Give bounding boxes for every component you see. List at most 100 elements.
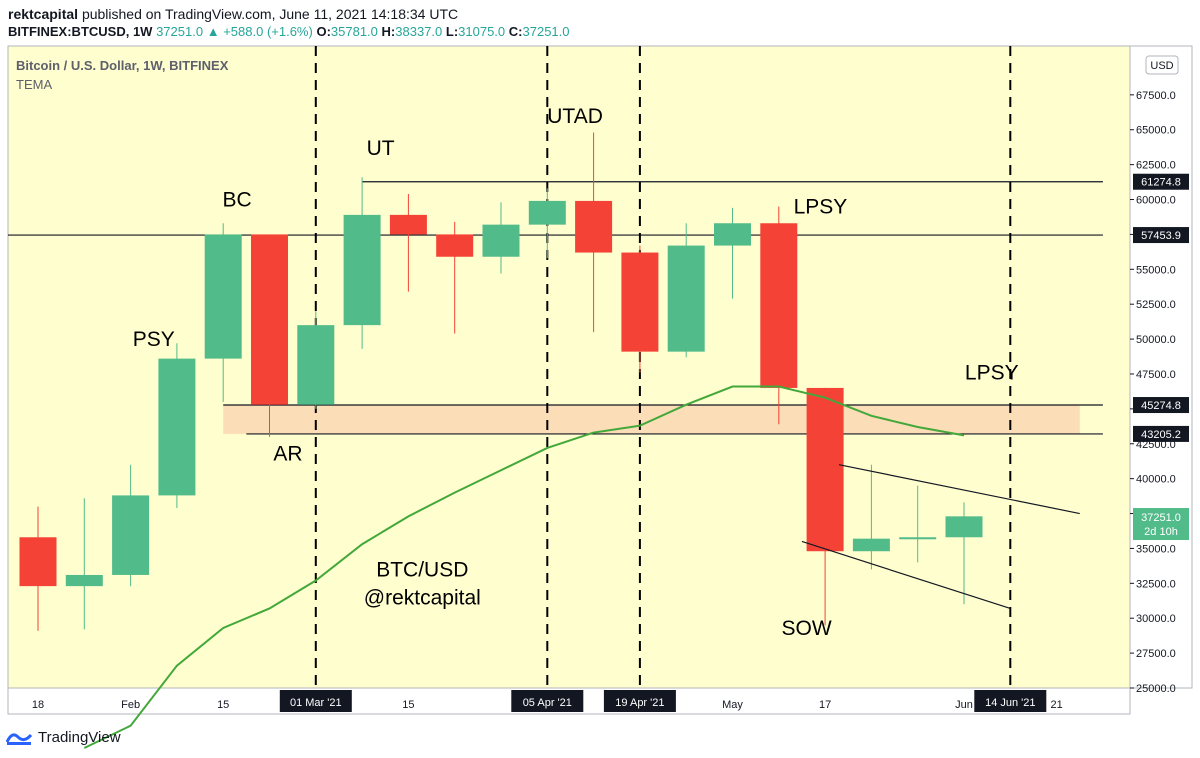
annotation-label-9: @rektcapital: [364, 586, 481, 609]
level-price-label-1: 57453.9: [1141, 230, 1181, 242]
ohlc-bar: BITFINEX:BTCUSD, 1W 37251.0 ▲ +588.0 (+1…: [8, 24, 570, 39]
candle-body-8: [389, 214, 427, 235]
y-tick-label-4: 35000.0: [1136, 543, 1176, 555]
x-tick-label-7: 21: [1050, 699, 1062, 711]
level-price-label-3: 43205.2: [1141, 429, 1181, 441]
tradingview-brand[interactable]: TradingView: [38, 728, 121, 746]
indicator-label: TEMA: [16, 77, 52, 92]
candle-body-5: [251, 234, 288, 405]
candle-body-15: [714, 223, 751, 246]
x-highlight-tag-2: [603, 690, 676, 712]
candle-body-13: [621, 252, 659, 352]
x-highlight-tag-3: [974, 690, 1047, 712]
last-price: 37251.0: [156, 24, 204, 39]
y-tick-label-1: 27500.0: [1136, 648, 1176, 660]
x-tick-label-1: Feb: [121, 699, 140, 711]
x-highlight-label-3: 14 Jun '21: [985, 697, 1035, 709]
candle-body-9: [436, 234, 474, 257]
candle-body-1: [65, 574, 103, 587]
high-value: 38337.0: [395, 24, 443, 39]
candle-body-14: [667, 245, 705, 352]
annotation-label-2: UT: [367, 137, 395, 160]
candle-body-3: [158, 358, 196, 496]
annotation-label-4: LPSY: [794, 195, 848, 218]
x-tick-label-5: 17: [819, 699, 831, 711]
x-tick-label-0: 18: [32, 699, 44, 711]
candle-body-7: [343, 214, 381, 326]
close-label: C:: [508, 24, 523, 39]
y-tick-label-12: 55000.0: [1136, 264, 1176, 276]
candle-body-6: [297, 325, 335, 405]
publisher-name[interactable]: rektcapital: [8, 6, 79, 22]
candle-body-16: [760, 223, 798, 388]
y-tick-label-15: 62500.0: [1136, 160, 1176, 172]
annotation-label-5: LPSY: [965, 362, 1019, 385]
annotation-label-7: SOW: [781, 617, 831, 640]
x-highlight-label-2: 19 Apr '21: [615, 697, 664, 709]
level-price-label-0: 61274.8: [1141, 177, 1181, 189]
tema-line: [83, 385, 965, 749]
annotation-label-3: UTAD: [547, 105, 603, 128]
last-price-tag: [1133, 508, 1189, 541]
level-price-tag-0: [1133, 173, 1189, 190]
x-highlight-label-0: 01 Mar '21: [290, 697, 342, 709]
open-value: 35781.0: [330, 24, 378, 39]
price-axis-background: [1129, 45, 1193, 689]
currency-label: USD: [1150, 60, 1173, 72]
x-highlight-tag-1: [511, 690, 584, 712]
x-tick-label-6: Jun: [955, 699, 973, 711]
close-value: 37251.0: [522, 24, 570, 39]
level-price-tag-1: [1133, 227, 1189, 244]
low-value: 31075.0: [458, 24, 506, 39]
price-change: +588.0 (+1.6%): [223, 24, 313, 39]
x-highlight-tag-0: [279, 690, 352, 712]
symbol-label: BITFINEX:BTCUSD, 1W: [8, 24, 153, 39]
candle-body-4: [204, 234, 242, 359]
published-text: published on TradingView.com, June 11, 2…: [81, 6, 459, 22]
y-tick-label-9: 47500.0: [1136, 369, 1176, 381]
candle-body-18: [852, 538, 890, 552]
candle-body-20: [945, 516, 983, 538]
y-tick-label-3: 32500.0: [1136, 578, 1176, 590]
trendline-1: [801, 540, 1011, 610]
candle-body-19: [899, 537, 937, 540]
chart-title: Bitcoin / U.S. Dollar, 1W, BITFINEX: [16, 58, 229, 73]
candle-body-10: [482, 224, 520, 257]
candle-body-2: [112, 495, 150, 575]
candle-body-12: [575, 200, 613, 253]
open-label: O:: [316, 24, 331, 39]
annotation-label-0: BC: [222, 189, 251, 212]
y-tick-label-2: 30000.0: [1136, 613, 1176, 625]
y-tick-label-14: 60000.0: [1136, 195, 1176, 207]
annotation-label-6: AR: [273, 443, 302, 466]
level-price-tag-2: [1133, 397, 1189, 414]
y-tick-label-6: 40000.0: [1136, 474, 1176, 486]
footer: TradingView: [6, 728, 121, 746]
x-tick-label-4: May: [722, 699, 743, 711]
up-arrow-icon: ▲: [206, 24, 220, 39]
x-tick-label-3: 15: [402, 699, 414, 711]
low-label: L:: [445, 24, 459, 39]
y-tick-label-0: 25000.0: [1136, 683, 1176, 695]
annotation-label-1: PSY: [133, 328, 175, 351]
level-price-label-2: 45274.8: [1141, 400, 1181, 412]
y-tick-label-16: 65000.0: [1136, 125, 1176, 137]
x-highlight-label-1: 05 Apr '21: [523, 697, 572, 709]
currency-button[interactable]: [1145, 55, 1179, 75]
trendline-0: [838, 464, 1080, 515]
last-price-countdown: 2d 10h: [1144, 526, 1178, 538]
y-tick-label-11: 52500.0: [1136, 299, 1176, 311]
publish-info: rektcapital published on TradingView.com…: [8, 6, 458, 22]
level-price-tag-3: [1133, 425, 1189, 442]
high-label: H:: [381, 24, 396, 39]
candle-body-0: [19, 537, 57, 587]
candle-body-11: [528, 200, 566, 225]
x-tick-label-2: 15: [217, 699, 229, 711]
tradingview-logo-icon: [6, 733, 32, 745]
candle-body-17: [806, 387, 844, 552]
y-tick-label-10: 50000.0: [1136, 334, 1176, 346]
annotation-label-8: BTC/USD: [376, 558, 468, 581]
y-tick-label-17: 67500.0: [1136, 90, 1176, 102]
last-price-value: 37251.0: [1141, 512, 1181, 524]
